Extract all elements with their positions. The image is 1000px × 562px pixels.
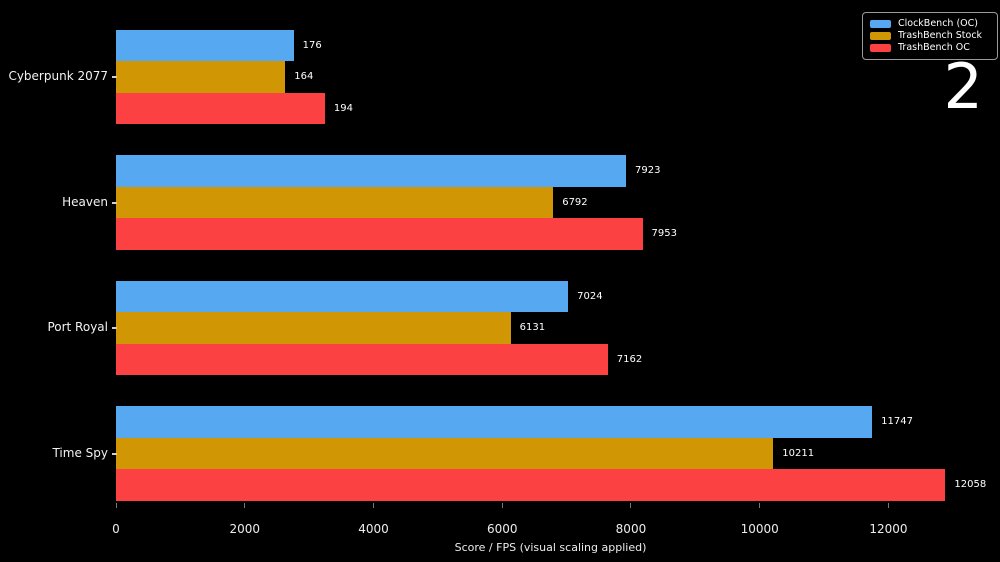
bar-value-label: 176 xyxy=(302,39,322,51)
bar-value-label: 12058 xyxy=(954,479,987,491)
x-tick-label: 12000 xyxy=(869,522,908,536)
legend-swatch-icon xyxy=(870,44,891,52)
y-tick-mark xyxy=(112,452,117,455)
legend-item: TrashBench Stock xyxy=(870,30,990,42)
bar-value-label: 7024 xyxy=(577,290,603,302)
bar-value-label: 164 xyxy=(294,71,314,83)
legend-swatch-icon xyxy=(870,20,891,28)
bar xyxy=(116,186,554,219)
y-tick-mark xyxy=(112,76,117,78)
bar xyxy=(116,218,643,250)
x-tick-mark xyxy=(372,503,374,508)
category-label: Time Spy xyxy=(52,445,108,460)
legend-label: TrashBench Stock xyxy=(898,30,983,41)
legend-label: TrashBench OC xyxy=(898,42,970,53)
bar xyxy=(116,92,325,125)
bar-value-label: 6131 xyxy=(519,322,546,334)
bar xyxy=(116,469,946,501)
bar-value-label: 10211 xyxy=(782,447,815,459)
category-label: Cyberpunk 2077 xyxy=(8,69,108,83)
bar xyxy=(116,312,511,344)
bar-value-label: 6792 xyxy=(562,196,588,208)
category-label: Port Royal xyxy=(47,320,108,334)
x-tick-label: 4000 xyxy=(358,522,389,536)
x-tick-label: 6000 xyxy=(486,522,518,536)
x-tick-mark xyxy=(887,503,889,508)
bar xyxy=(116,29,294,62)
bar-value-label: 11747 xyxy=(881,416,913,428)
bar xyxy=(116,155,626,187)
legend-swatch-icon xyxy=(870,32,891,40)
x-tick-mark xyxy=(115,503,117,508)
bar xyxy=(116,437,774,470)
bar-value-label: 194 xyxy=(333,102,353,114)
bar xyxy=(116,280,569,313)
legend: ClockBench (OC) TrashBench Stock TrashBenc… xyxy=(862,12,998,60)
x-tick-label: 8000 xyxy=(615,522,647,536)
x-tick-mark xyxy=(501,503,503,508)
x-tick-mark xyxy=(244,503,246,508)
legend-label: ClockBench (OC) xyxy=(898,18,978,29)
bar-value-label: 7923 xyxy=(635,165,661,177)
y-tick-mark xyxy=(112,327,117,329)
legend-item: ClockBench (OC) xyxy=(870,18,990,30)
x-axis-label: Score / FPS (visual scaling applied) xyxy=(454,541,647,554)
x-tick-label: 0 xyxy=(112,522,120,536)
bar xyxy=(116,61,286,93)
category-label: Heaven xyxy=(62,194,108,209)
x-tick-mark xyxy=(630,503,632,508)
slide-number: 2 xyxy=(943,50,983,123)
x-tick-label: 2000 xyxy=(229,522,260,536)
x-tick-mark xyxy=(759,503,761,508)
bar-value-label: 7162 xyxy=(616,353,643,365)
legend-item: TrashBench OC xyxy=(870,42,990,54)
bar-value-label: 7953 xyxy=(651,228,677,240)
x-tick-label: 10000 xyxy=(740,522,779,536)
bar xyxy=(116,343,608,376)
y-tick-mark xyxy=(112,201,117,204)
bar xyxy=(116,406,873,438)
